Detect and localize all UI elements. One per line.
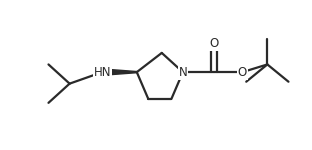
Text: O: O	[238, 66, 247, 79]
Text: N: N	[178, 66, 187, 79]
Text: HN: HN	[94, 66, 111, 79]
Text: O: O	[209, 37, 218, 50]
Polygon shape	[102, 69, 137, 75]
